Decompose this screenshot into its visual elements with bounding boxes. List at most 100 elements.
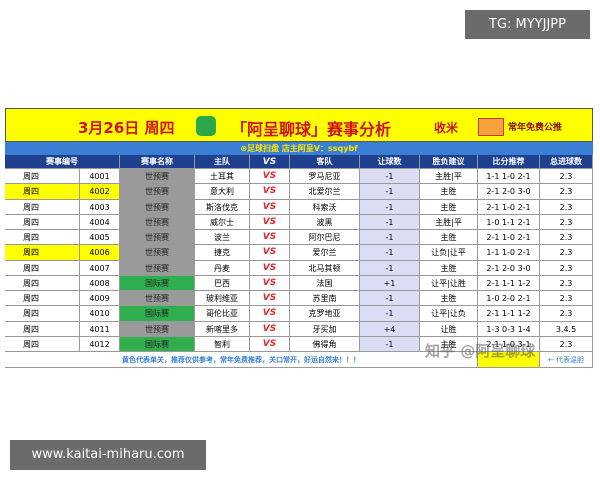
table-row: 周四 4008 国际赛 巴西 VS 法国 +1 让平|让胜 2-1 1-1 1-2 2.3 bbox=[5, 275, 593, 291]
cell: 巴西 bbox=[195, 275, 250, 291]
cell: 4004 bbox=[80, 214, 120, 230]
cell: 世预赛 bbox=[120, 321, 195, 337]
cell: 2.3 bbox=[540, 169, 593, 185]
cell: 4011 bbox=[80, 321, 120, 337]
header-cell: 赛事名称 bbox=[120, 155, 195, 169]
cell: 4007 bbox=[80, 260, 120, 276]
cell: 周四 bbox=[5, 321, 80, 337]
cell: 周四 bbox=[5, 306, 80, 322]
cell: 2.3 bbox=[540, 306, 593, 322]
cell: -1 bbox=[360, 214, 420, 230]
slogan-icon bbox=[478, 118, 504, 136]
cell: 周四 bbox=[5, 245, 80, 261]
cell: 玻利维亚 bbox=[195, 291, 250, 307]
cell: +4 bbox=[360, 321, 420, 337]
table-row: 周四 4010 国际赛 哥伦比亚 VS 克罗地亚 -1 让平|让负 2-1 1-1 1-2 2.3 bbox=[5, 306, 593, 322]
cell: -1 bbox=[360, 169, 420, 185]
cell: 4001 bbox=[80, 169, 120, 185]
cell: 2.3 bbox=[540, 184, 593, 200]
cell: 威尔士 bbox=[195, 214, 250, 230]
cell: 智利 bbox=[195, 336, 250, 352]
header-cell: 比分推荐 bbox=[478, 155, 540, 169]
cell: 丹麦 bbox=[195, 260, 250, 276]
cell: 4002 bbox=[80, 184, 120, 200]
cell: 周四 bbox=[5, 275, 80, 291]
date: 3月26日 周四 bbox=[78, 119, 175, 137]
cell: 主胜 bbox=[420, 260, 478, 276]
cell: 世预赛 bbox=[120, 230, 195, 246]
slogan: 常年免费公推 bbox=[508, 123, 563, 133]
cell: 1-1 1-0 2-1 bbox=[478, 169, 540, 185]
cell: 4009 bbox=[80, 291, 120, 307]
cell: 世预赛 bbox=[120, 245, 195, 261]
vs-label: VS bbox=[250, 321, 290, 337]
footer-legend: ← 代表温胆 bbox=[540, 352, 593, 368]
cell: 2-1 2-0 3-0 bbox=[478, 260, 540, 276]
vs-label: VS bbox=[250, 184, 290, 200]
cell: 国际赛 bbox=[120, 336, 195, 352]
cell: 让胜 bbox=[420, 321, 478, 337]
cell: 1-1 1-0 2-1 bbox=[478, 245, 540, 261]
cell: 1-3 0-3 1-4 bbox=[478, 321, 540, 337]
header-row: 赛事编号 赛事名称 主队 VS 客队 让球数 胜负建议 比分推荐 总进球数 bbox=[5, 155, 593, 169]
vs-label: VS bbox=[250, 291, 290, 307]
cell: 周四 bbox=[5, 184, 80, 200]
cell: 周四 bbox=[5, 214, 80, 230]
cell: 2.3 bbox=[540, 245, 593, 261]
cell: 2-1 1-0 3-1 bbox=[478, 336, 540, 352]
tg-badge: TG: MYYJJPP bbox=[465, 10, 590, 39]
cell: 佛得角 bbox=[290, 336, 360, 352]
cell: 周四 bbox=[5, 199, 80, 215]
vs-label: VS bbox=[250, 199, 290, 215]
vs-label: VS bbox=[250, 245, 290, 261]
table-row: 周四 4005 世预赛 波兰 VS 阿尔巴尼 -1 主胜 2-1 1-0 2-1 2.3 bbox=[5, 230, 593, 246]
cell: 主胜|平 bbox=[420, 169, 478, 185]
vs-label: VS bbox=[250, 260, 290, 276]
cell: 世预赛 bbox=[120, 214, 195, 230]
cell: 主胜 bbox=[420, 199, 478, 215]
footer-yellow bbox=[478, 352, 540, 368]
vs-label: VS bbox=[250, 214, 290, 230]
cell: 爱尔兰 bbox=[290, 245, 360, 261]
logo bbox=[196, 116, 216, 136]
cell: 4005 bbox=[80, 230, 120, 246]
cell: 2-1 1-0 2-1 bbox=[478, 199, 540, 215]
cell: -1 bbox=[360, 230, 420, 246]
table-row: 周四 4009 世预赛 玻利维亚 VS 苏里南 -1 主胜 1-0 2-0 2-1 2.3 bbox=[5, 291, 593, 307]
cell: 4006 bbox=[80, 245, 120, 261]
cell: 2-1 2-0 3-0 bbox=[478, 184, 540, 200]
vs-label: VS bbox=[250, 230, 290, 246]
header-cell: 胜负建议 bbox=[420, 155, 478, 169]
cell: 4012 bbox=[80, 336, 120, 352]
cell: 4010 bbox=[80, 306, 120, 322]
cell: 阿尔巴尼 bbox=[290, 230, 360, 246]
cell: +1 bbox=[360, 275, 420, 291]
header-cell: 赛事编号 bbox=[5, 155, 120, 169]
table-row: 周四 4011 世预赛 新喀里多 VS 牙买加 +4 让胜 1-3 0-3 1-4 3.4.5 bbox=[5, 321, 593, 337]
cell: 周四 bbox=[5, 291, 80, 307]
cell: 法国 bbox=[290, 275, 360, 291]
vs-label: VS bbox=[250, 306, 290, 322]
cell: 波兰 bbox=[195, 230, 250, 246]
header-cell: 让球数 bbox=[360, 155, 420, 169]
cell: 2.3 bbox=[540, 230, 593, 246]
vs-label: VS bbox=[250, 169, 290, 185]
cell: 世预赛 bbox=[120, 260, 195, 276]
table-row: 周四 4006 世预赛 捷克 VS 爱尔兰 -1 让负|让平 1-1 1-0 2-1 2.3 bbox=[5, 245, 593, 261]
cell: 捷克 bbox=[195, 245, 250, 261]
cell: 世预赛 bbox=[120, 184, 195, 200]
cell: 科索沃 bbox=[290, 199, 360, 215]
cell: 主胜 bbox=[420, 336, 478, 352]
title-bar: 3月26日 周四 「阿呈聊球」赛事分析 收米 常年免费公推 bbox=[5, 108, 593, 142]
cell: 主胜 bbox=[420, 184, 478, 200]
cell: 国际赛 bbox=[120, 306, 195, 322]
cell: 波黑 bbox=[290, 214, 360, 230]
header-cell: 客队 bbox=[290, 155, 360, 169]
header-cell: VS bbox=[250, 155, 290, 169]
vs-label: VS bbox=[250, 336, 290, 352]
table-row: 周四 4002 世预赛 意大利 VS 北爱尔兰 -1 主胜 2-1 2-0 3-0 2.3 bbox=[5, 184, 593, 200]
cell: 4003 bbox=[80, 199, 120, 215]
sub-bar: ⊛足球扫盘 店主阿呈V：ssqybf bbox=[5, 142, 593, 155]
cell: 主胜|平 bbox=[420, 214, 478, 230]
cell: 意大利 bbox=[195, 184, 250, 200]
